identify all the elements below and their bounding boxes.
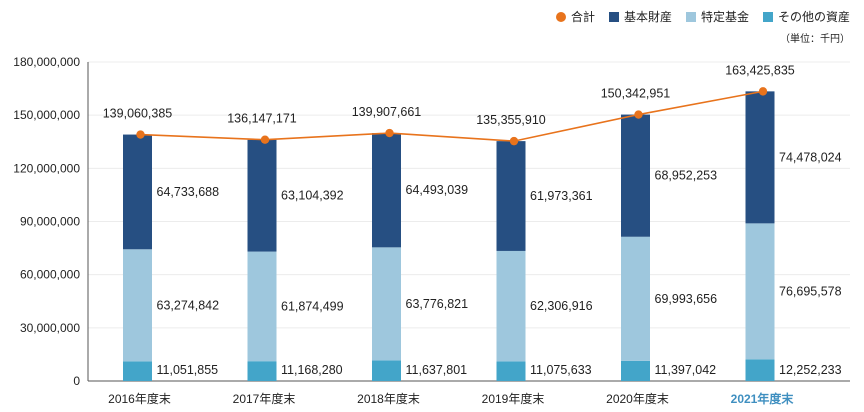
bar-segment-other xyxy=(123,361,152,381)
legend-total-marker-icon xyxy=(555,11,566,22)
bar-value-label-specified: 62,306,916 xyxy=(530,299,593,313)
bar-value-label-specified: 63,776,821 xyxy=(406,297,469,311)
total-line-layer xyxy=(136,87,768,146)
bar-segment-other xyxy=(745,359,775,381)
bar-segment-specified xyxy=(496,250,526,362)
bar-value-label-other: 11,075,633 xyxy=(530,363,592,377)
total-point xyxy=(509,136,519,146)
bar-segment-basic xyxy=(247,139,277,252)
total-point xyxy=(758,87,768,96)
y-tick-label: 60,000,000 xyxy=(20,268,80,282)
bars-layer xyxy=(123,91,775,381)
y-tick-label: 180,000,000 xyxy=(13,55,80,69)
bar-segment-other xyxy=(372,360,401,381)
legend-item-basic: 基本財産 xyxy=(608,8,672,25)
legend-item-specified: 特定基金 xyxy=(685,8,749,25)
total-line xyxy=(140,90,764,142)
legend-specified-label: 特定基金 xyxy=(700,10,749,24)
bar-value-label-basic: 64,493,039 xyxy=(406,183,469,197)
legend-item-other: その他の資産 xyxy=(762,8,850,25)
bar-value-label-specified: 63,274,842 xyxy=(157,298,220,312)
y-tick-label: 120,000,000 xyxy=(13,161,80,175)
x-tick-label: 2019年度末 xyxy=(482,391,545,406)
x-tick-label: 2021年度末 xyxy=(731,391,795,406)
total-point xyxy=(385,128,394,138)
legend-other-swatch-icon xyxy=(762,11,773,22)
x-tick-label: 2018年度末 xyxy=(357,391,420,406)
y-tick-label: 90,000,000 xyxy=(20,215,80,229)
total-value-label: 163,425,835 xyxy=(725,63,795,77)
bar-segment-basic xyxy=(372,133,401,248)
bar-segment-specified xyxy=(372,247,401,361)
legend-specified-swatch-icon xyxy=(685,11,696,22)
y-tick-label: 0 xyxy=(73,374,80,388)
unit-label: （単位：千円） xyxy=(780,34,850,45)
x-tick-label: 2016年度末 xyxy=(108,391,171,406)
y-tick-label: 150,000,000 xyxy=(13,108,80,122)
bar-value-label-other: 11,168,280 xyxy=(281,363,343,377)
bar-segment-basic xyxy=(496,141,526,251)
bar-value-label-other: 11,051,855 xyxy=(157,363,219,377)
bar-value-label-specified: 69,993,656 xyxy=(655,292,718,306)
legend-basic-label: 基本財産 xyxy=(623,10,672,24)
legend-item-total: 合計 xyxy=(555,8,595,25)
bar-value-label-specified: 76,695,578 xyxy=(779,284,842,298)
bar-value-label-basic: 68,952,253 xyxy=(655,169,718,183)
bar-value-label-basic: 74,478,024 xyxy=(779,150,842,164)
x-tick-label: 2020年度末 xyxy=(606,391,669,406)
bar-value-label-other: 11,397,042 xyxy=(655,363,717,377)
bar-value-label-other: 11,637,801 xyxy=(406,363,468,377)
legend: 合計 基本財産 特定基金 その他の資産 xyxy=(555,8,850,25)
bar-segment-other xyxy=(496,361,526,381)
y-tick-label: 30,000,000 xyxy=(20,321,80,335)
legend-other-label: その他の資産 xyxy=(777,10,850,24)
legend-basic-swatch-icon xyxy=(608,11,619,22)
total-value-label: 150,342,951 xyxy=(601,87,671,101)
bar-value-label-basic: 64,733,688 xyxy=(157,185,220,199)
data-labels-layer: 11,051,855 63,274,842 64,733,688 11,168,280… xyxy=(103,63,842,377)
total-value-label: 139,907,661 xyxy=(352,105,422,119)
legend-total-label: 合計 xyxy=(570,10,595,24)
bar-value-label-basic: 61,973,361 xyxy=(530,189,593,203)
bar-segment-other xyxy=(247,361,277,381)
bar-segment-specified xyxy=(745,223,775,360)
bar-segment-specified xyxy=(247,251,277,362)
total-point xyxy=(136,130,145,139)
total-point xyxy=(634,110,643,119)
total-value-label: 139,060,385 xyxy=(103,107,173,121)
bar-segment-specified xyxy=(621,236,650,361)
bar-segment-other xyxy=(621,360,650,381)
bar-value-label-basic: 63,104,392 xyxy=(281,189,344,203)
x-tick-label: 2017年度末 xyxy=(233,391,296,406)
total-point xyxy=(260,135,270,144)
bar-segment-basic xyxy=(621,114,650,237)
bar-segment-basic xyxy=(123,134,152,250)
total-value-label: 135,355,910 xyxy=(476,113,546,127)
total-value-label: 136,147,171 xyxy=(227,112,297,126)
bar-value-label-other: 12,252,233 xyxy=(779,363,842,377)
axes: 0 30,000,000 60,000,000 90,000,000 120,000,0… xyxy=(13,55,850,406)
bar-segment-specified xyxy=(123,249,152,362)
bar-segment-basic xyxy=(745,91,775,224)
bar-value-label-specified: 61,874,499 xyxy=(281,299,344,313)
